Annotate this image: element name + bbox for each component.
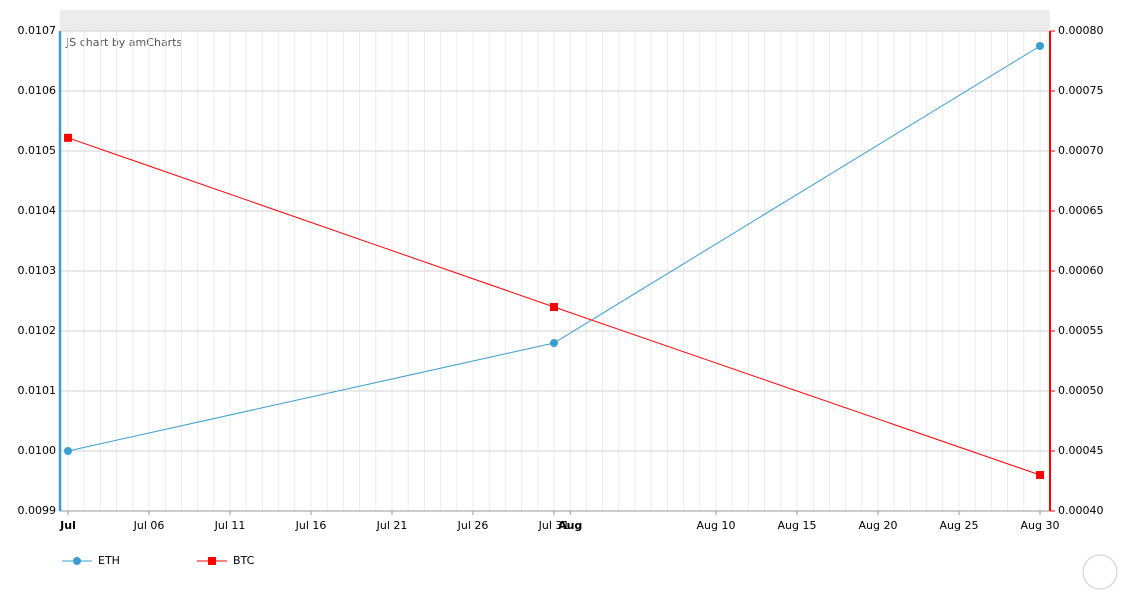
point xyxy=(550,339,558,347)
x-tick-label: Aug 20 xyxy=(859,519,898,532)
legend-marker xyxy=(208,557,216,565)
y-tick-label: 0.0107 xyxy=(18,24,57,37)
y2-tick-label: 0.00045 xyxy=(1058,444,1104,457)
credit[interactable]: JS chart by amCharts xyxy=(65,36,182,49)
x-tick-label: Jul 31 xyxy=(538,519,570,532)
x-tick-label: Aug 15 xyxy=(778,519,817,532)
y-tick-label: 0.0106 xyxy=(18,84,57,97)
x-tick-label: Jul 16 xyxy=(295,519,327,532)
point xyxy=(64,133,72,142)
legend-marker xyxy=(73,557,81,565)
zoom-button[interactable] xyxy=(1082,554,1118,590)
y-tick-label: 0.0099 xyxy=(18,504,57,517)
y2-tick-label: 0.00040 xyxy=(1058,504,1104,517)
y2-tick-label: 0.00050 xyxy=(1058,384,1104,397)
point xyxy=(64,447,72,455)
x-tick-label: Jul 06 xyxy=(133,519,165,532)
y-tick-label: 0.0105 xyxy=(18,144,57,157)
y-tick-label: 0.0100 xyxy=(18,444,57,457)
x-tick-label: Jul 26 xyxy=(457,519,489,532)
y2-tick-label: 0.00060 xyxy=(1058,264,1104,277)
y2-tick-label: 0.00080 xyxy=(1058,24,1104,37)
x-tick-label: Aug 30 xyxy=(1021,519,1060,532)
x-tick-label: Jul xyxy=(59,519,76,532)
legend-label: ETH xyxy=(98,554,120,567)
x-tick-label: Aug xyxy=(558,519,582,532)
y2-tick-label: 0.00065 xyxy=(1058,204,1104,217)
point xyxy=(550,303,558,311)
x-tick-label: Jul 21 xyxy=(376,519,408,532)
y-tick-label: 0.0104 xyxy=(18,204,57,217)
legend-label: BTC xyxy=(233,554,255,567)
x-tick-label: Aug 25 xyxy=(940,519,979,532)
point xyxy=(1036,471,1044,479)
point xyxy=(1036,42,1044,50)
y2-tick-label: 0.00055 xyxy=(1058,324,1104,337)
y-tick-label: 0.0101 xyxy=(18,384,57,397)
y2-tick-label: 0.00070 xyxy=(1058,144,1104,157)
y-tick-label: 0.0103 xyxy=(18,264,57,277)
y2-tick-label: 0.00075 xyxy=(1058,84,1104,97)
scrollbar[interactable] xyxy=(60,10,1050,31)
x-tick-label: Aug 10 xyxy=(697,519,736,532)
y-tick-label: 0.0102 xyxy=(18,324,57,337)
x-tick-label: Jul 11 xyxy=(214,519,246,532)
